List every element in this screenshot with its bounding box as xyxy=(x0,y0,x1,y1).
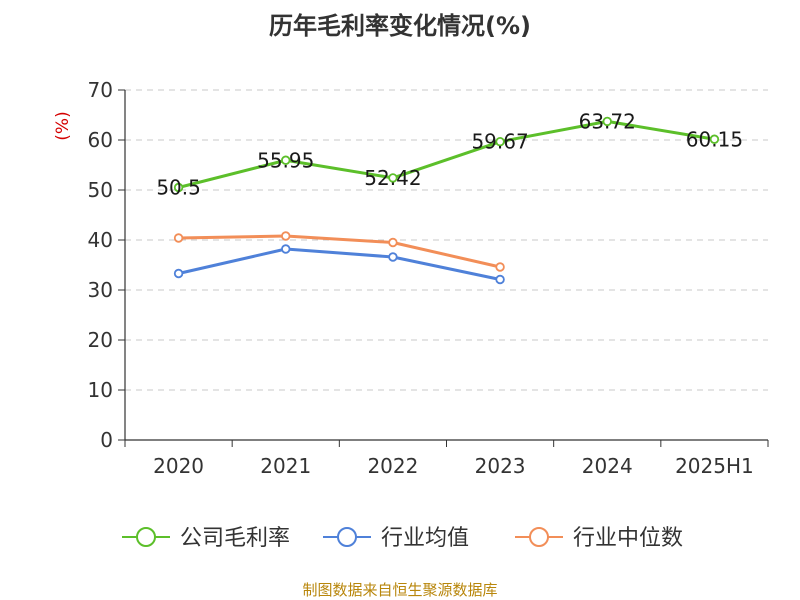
data-point xyxy=(173,182,184,193)
x-tick-label: 2023 xyxy=(475,454,526,478)
data-point xyxy=(173,268,184,279)
y-tick-label: 20 xyxy=(88,328,113,352)
legend-label: 行业中位数 xyxy=(573,526,683,551)
data-label: 50.5 xyxy=(156,176,201,200)
series-line xyxy=(177,119,716,189)
data-point xyxy=(495,262,505,272)
gridlines xyxy=(125,89,768,391)
series-0 xyxy=(173,116,720,193)
y-tick-label: 40 xyxy=(88,228,113,252)
legend-label: 公司毛利率 xyxy=(180,526,290,551)
series-line xyxy=(177,234,502,269)
x-tick-label: 2024 xyxy=(582,454,633,478)
data-point xyxy=(495,274,505,285)
legend: 公司毛利率 行业均值 行业中位数 xyxy=(122,526,683,551)
series-1 xyxy=(173,244,505,285)
legend-item: 公司毛利率 xyxy=(122,526,290,551)
series-2 xyxy=(173,231,505,272)
data-label: 52.42 xyxy=(364,166,421,190)
data-point xyxy=(281,244,291,254)
x-tick-label: 2020 xyxy=(153,454,204,478)
data-point xyxy=(388,252,398,262)
series-layer xyxy=(173,116,720,285)
y-tick-label: 60 xyxy=(88,128,113,152)
data-point xyxy=(388,173,398,183)
x-tick-label: 2021 xyxy=(260,454,311,478)
y-tick-label: 70 xyxy=(88,78,113,102)
data-label: 63.72 xyxy=(579,109,636,133)
axes xyxy=(118,89,769,447)
data-point xyxy=(281,155,291,165)
x-tick-label: 2022 xyxy=(367,454,418,478)
legend-marker-icon xyxy=(136,527,156,547)
data-labels: 50.5 55.95 52.42 59.67 63.72 60.15 xyxy=(156,109,743,199)
data-point xyxy=(709,134,720,144)
x-tick-label: 2025H1 xyxy=(675,454,754,478)
y-tick-label: 0 xyxy=(100,428,113,452)
legend-marker-icon xyxy=(337,527,357,547)
data-point xyxy=(602,116,612,127)
data-point xyxy=(173,233,184,243)
y-tick-label: 50 xyxy=(88,178,113,202)
legend-item: 行业均值 xyxy=(323,526,469,551)
source-note: 制图数据来自恒生聚源数据库 xyxy=(302,581,497,599)
y-axis-tick-labels: 0 10 20 30 40 50 60 70 xyxy=(88,78,113,452)
y-axis-unit-label: (%) xyxy=(53,111,73,140)
chart-title: 历年毛利率变化情况(%) xyxy=(269,12,531,40)
data-label: 60.15 xyxy=(686,127,743,151)
legend-marker-icon xyxy=(529,527,549,547)
data-point xyxy=(495,136,505,147)
series-line xyxy=(177,247,502,281)
data-point xyxy=(281,231,291,241)
data-label: 55.95 xyxy=(257,148,314,172)
x-axis-tick-labels: 2020 2021 2022 2023 2024 2025H1 xyxy=(153,454,754,478)
legend-label: 行业均值 xyxy=(381,526,469,551)
legend-item: 行业中位数 xyxy=(515,526,683,551)
y-tick-label: 30 xyxy=(88,278,113,302)
data-label: 59.67 xyxy=(471,130,528,154)
data-point xyxy=(388,237,398,248)
y-tick-label: 10 xyxy=(88,378,113,402)
